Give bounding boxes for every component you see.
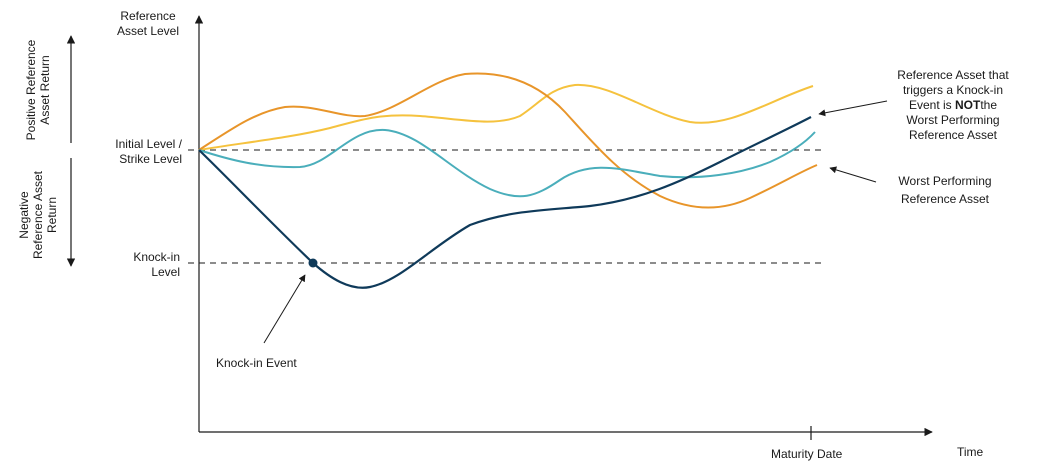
yellow-asset-line [198,83,814,151]
trigger-text-part: the [980,98,998,112]
initial-level-label: Initial Level / Strike Level [78,137,182,167]
trigger-asset-note-line: Reference Asset that [897,68,1009,82]
trigger-asset-note-line: Event is NOTthe [888,98,1018,113]
orange-asset-line [198,72,818,209]
worst-asset-pointer [829,166,877,183]
trigger-asset-pointer [818,100,888,117]
positive-return-label-line: Positive Reference [24,39,38,141]
negative-return-label: Negative Reference Asset Return [17,165,59,265]
y-axis-label: Reference Asset Level [108,9,188,39]
positive-return-label-line: Asset Return [38,55,52,125]
knockin-level-label: Knock-in Level [98,250,180,280]
maturity-date-label: Maturity Date [771,447,843,461]
initial-level-label-line: Initial Level / [115,137,182,151]
y-axis-label-line: Reference [120,9,176,23]
trigger-asset-note-line: Worst Performing [906,113,1000,127]
positive-return-label: Positive Reference Asset Return [24,30,52,150]
teal-asset-line [198,128,816,198]
knockin-event-dot [308,258,318,268]
trigger-asset-note-line: Reference Asset [908,128,998,142]
negative-return-label-line: Reference Asset [31,170,45,260]
trigger-text-part: Event is [908,98,955,112]
knockin-event-label: Knock-in Event [216,356,297,370]
knockin-level-label-line: Level [151,265,180,279]
worst-asset-note-line: Worst Performing [898,174,992,188]
trigger-asset-note: Reference Asset that triggers a Knock-in… [888,68,1018,143]
initial-level-label-line: Strike Level [119,152,182,166]
trigger-emphasis: NOT [955,98,981,112]
worst-asset-note: Worst Performing Reference Asset [880,172,1010,208]
knockin-level-label-line: Knock-in [133,250,180,264]
trigger-asset-note-line: triggers a Knock-in [902,83,1004,97]
negative-return-label-line: Return [45,196,59,234]
knockin-event-pointer [263,274,306,344]
worst-asset-note-line: Reference Asset [900,192,990,206]
time-axis-label: Time [957,445,984,459]
y-axis-label-line: Asset Level [116,24,180,38]
navy-asset-line [198,116,812,289]
negative-return-label-line: Negative [17,191,31,239]
